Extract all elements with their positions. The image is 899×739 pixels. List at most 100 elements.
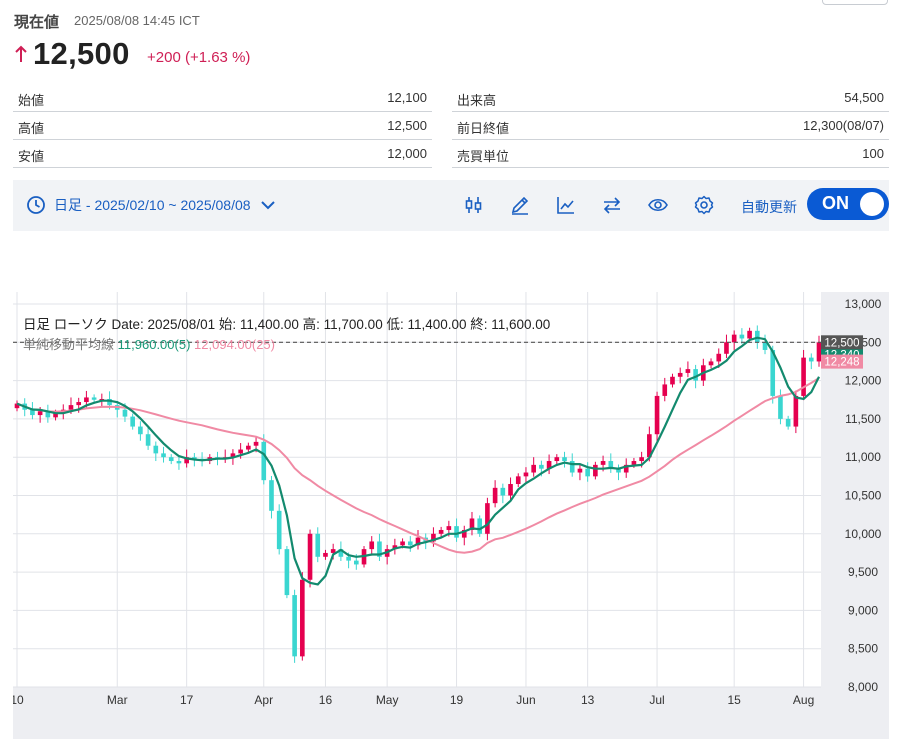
- stat-label: 出来高: [457, 93, 497, 108]
- x-tick-label: Jun: [516, 693, 535, 707]
- candle-body: [431, 533, 436, 542]
- y-tick-label: 8,500: [848, 642, 878, 656]
- top-control-button[interactable]: [822, 0, 888, 5]
- candle-body: [515, 476, 521, 485]
- candle-body: [693, 369, 698, 381]
- candle-body: [647, 434, 652, 458]
- price-chart[interactable]: 8,000 8,500 9,000 9,500 10,000 10,500 11,000 11…: [13, 292, 889, 739]
- stat-label: 売買単位: [457, 149, 510, 164]
- candle-body: [616, 468, 621, 473]
- candle-body: [577, 468, 583, 473]
- stat-row-open: 始値 12,100: [13, 83, 432, 112]
- current-price-label: 現在値: [14, 14, 60, 31]
- candle-body: [500, 487, 506, 496]
- candlestick-icon[interactable]: [463, 194, 485, 216]
- y-tick-label: 13,000: [845, 297, 882, 311]
- candle-body: [708, 361, 714, 366]
- compare-arrows-icon[interactable]: [601, 194, 623, 216]
- candle-body: [400, 541, 405, 546]
- candle-body: [161, 453, 166, 458]
- candle-body: [300, 579, 305, 657]
- candle-body: [130, 416, 135, 427]
- candle-body: [716, 353, 722, 362]
- candle-body: [84, 397, 89, 403]
- candle-body: [184, 457, 189, 464]
- candle-body: [685, 369, 691, 373]
- x-tick-label: 19: [450, 693, 464, 707]
- toggle-knob: [860, 192, 884, 216]
- y-tick-label: 9,000: [848, 603, 878, 617]
- candle-body: [808, 357, 814, 362]
- ma25-series-line: [16, 377, 820, 554]
- pencil-icon[interactable]: [509, 194, 531, 216]
- candle-body: [677, 372, 683, 377]
- candle-body: [176, 461, 182, 464]
- x-tick-label: Aug: [793, 693, 814, 707]
- candle-body: [654, 395, 660, 435]
- y-tick-label: 10,000: [845, 527, 882, 541]
- candle-body: [37, 411, 43, 416]
- candle-body: [762, 342, 768, 350]
- candle-body: [369, 541, 375, 550]
- candle-body: [662, 384, 668, 396]
- x-tick-label: 15: [727, 693, 741, 707]
- candle-body: [246, 445, 251, 450]
- x-tick-label: 17: [180, 693, 194, 707]
- ma-legend-name: 単純移動平均線: [23, 337, 115, 352]
- stat-value: 12,300(08/07): [803, 118, 884, 133]
- candle-body: [562, 457, 567, 462]
- candle-body: [801, 357, 806, 396]
- candle-body: [76, 402, 82, 406]
- candle-body: [438, 529, 444, 534]
- candle-body: [153, 445, 159, 454]
- candle-body: [284, 549, 290, 596]
- candle-body: [793, 395, 799, 427]
- chevron-down-icon: [260, 201, 275, 210]
- line-chart-icon[interactable]: [555, 194, 577, 216]
- candle-body: [346, 556, 351, 561]
- gear-icon[interactable]: [693, 194, 715, 216]
- clock-icon: [27, 196, 45, 214]
- candle-body: [731, 334, 737, 343]
- stat-label: 始値: [18, 93, 45, 108]
- candle-body: [531, 464, 536, 473]
- x-tick-label: 16: [319, 693, 333, 707]
- period-label: 日足 - 2025/02/10 ~ 2025/08/08: [54, 197, 251, 213]
- candle-body: [68, 405, 74, 410]
- stat-row-high: 高値 12,500: [13, 111, 432, 140]
- candle-body: [600, 461, 606, 465]
- stat-row-prev-close: 前日終値 12,300(08/07): [452, 111, 889, 140]
- candle-body: [415, 537, 421, 546]
- chart-canvas[interactable]: 8,000 8,500 9,000 9,500 10,000 10,500 11,000 11…: [13, 292, 889, 739]
- candle-body: [469, 518, 475, 530]
- candle-body: [91, 397, 97, 400]
- candle-body: [315, 533, 321, 557]
- candle-body: [307, 533, 313, 580]
- candle-body: [238, 449, 243, 454]
- last-price-tag-bg: [821, 335, 863, 350]
- price-change: +200 (+1.63 %): [147, 49, 251, 66]
- x-tick-label: Jul: [649, 693, 664, 707]
- price-timestamp: 2025/08/08 14:45 ICT: [74, 13, 200, 28]
- stat-value: 12,100: [387, 90, 427, 105]
- candle-body: [407, 541, 413, 546]
- eye-icon[interactable]: [647, 194, 669, 216]
- candle-body: [747, 330, 752, 339]
- candle-body: [392, 545, 398, 550]
- candle-body: [45, 411, 51, 418]
- candle-body: [608, 461, 614, 469]
- candle-body: [585, 468, 590, 477]
- y-tick-label: 11,000: [845, 450, 881, 464]
- y-tick-label: 12,000: [845, 374, 882, 388]
- current-price: 12,500: [33, 36, 130, 71]
- period-selector[interactable]: 日足 - 2025/02/10 ~ 2025/08/08: [26, 195, 277, 215]
- candle-body: [778, 395, 783, 419]
- candle-body: [739, 334, 745, 339]
- candle-body: [276, 510, 282, 550]
- toggle-state-label: ON: [822, 193, 849, 213]
- stat-row-trading-unit: 売買単位 100: [452, 139, 889, 168]
- candle-body: [639, 457, 644, 462]
- y-tick-label: 9,500: [848, 565, 878, 579]
- stat-row-volume: 出来高 54,500: [452, 83, 889, 112]
- ma25-last-tag: 12,248: [824, 357, 859, 369]
